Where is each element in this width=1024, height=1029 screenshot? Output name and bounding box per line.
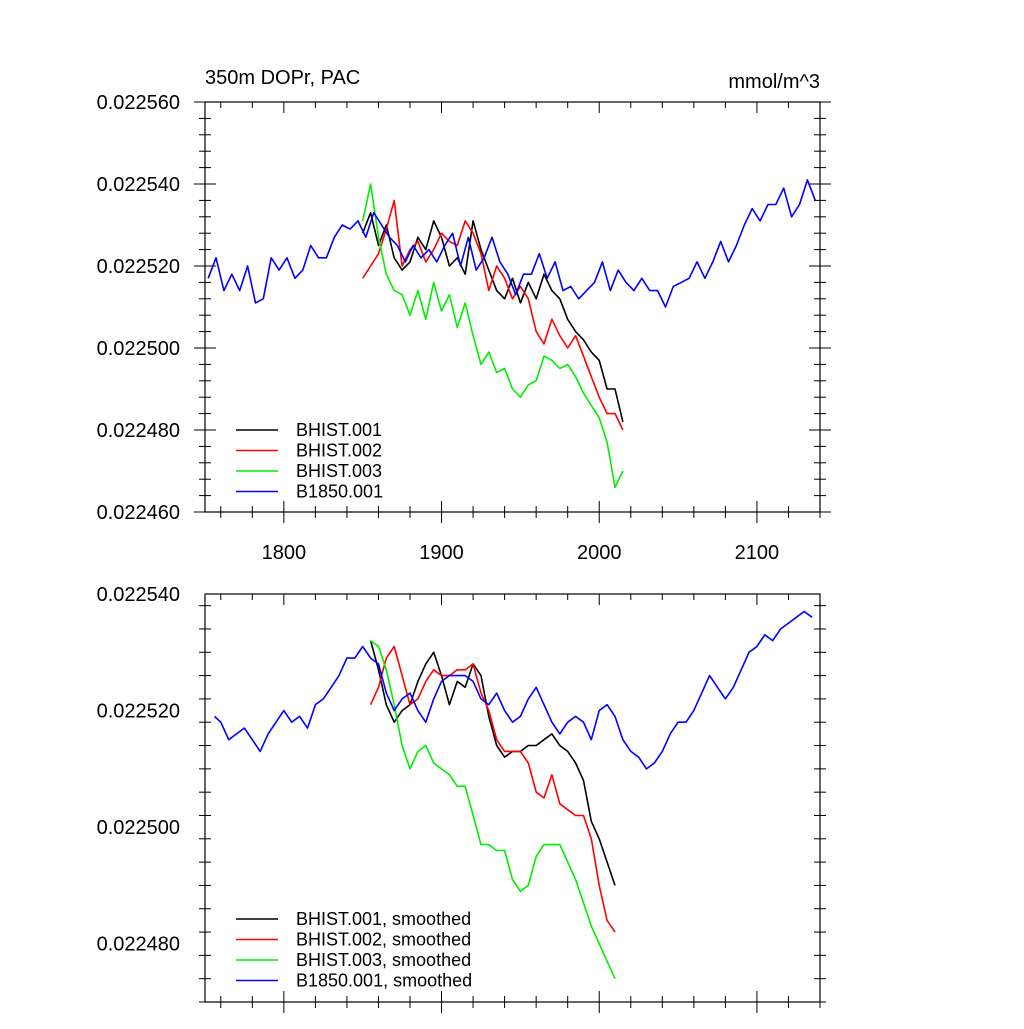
legend-label: BHIST.002	[296, 441, 382, 461]
y-tick-label: 0.022500	[97, 338, 180, 360]
legend-label: B1850.001	[296, 482, 383, 502]
y-tick-label: 0.022540	[97, 584, 180, 606]
plot-frame	[204, 101, 821, 513]
legend-label: BHIST.001	[296, 420, 382, 440]
y-tick-label: 0.022500	[97, 817, 180, 839]
legend-label: BHIST.003	[296, 461, 382, 481]
y-tick-label: 0.022540	[97, 174, 180, 196]
y-tick-label: 0.022520	[97, 256, 180, 278]
bottom-panel-marks	[213, 610, 813, 980]
top-panel: 1800 1900 2000 2100 0.022460 0.022480 0.022500…	[97, 67, 831, 564]
top-panel-axes: 1800 1900 2000 2100 0.022460 0.022480 0.022500…	[97, 92, 831, 564]
top-panel-marks	[207, 179, 817, 489]
series-line-bhist-003	[361, 183, 624, 489]
x-tick-label: 2100	[735, 542, 780, 564]
x-tick-label: 1800	[262, 542, 307, 564]
chart-title: 350m DOPr, PAC	[205, 67, 360, 89]
y-tick-label: 0.022520	[97, 701, 180, 723]
plot-frame	[204, 593, 821, 1003]
y-tick-label: 0.022480	[97, 420, 180, 442]
series-line-bhist-001	[361, 211, 624, 422]
bottom-panel: 0.022480 0.022500 0.022520 0.022540 BHIST.0…	[97, 584, 826, 1013]
series-line-bhist-003-smoothed	[370, 639, 616, 980]
y-tick-label: 0.022460	[97, 502, 180, 524]
series-line-bhist-001-smoothed	[369, 640, 616, 886]
y-tick-label: 0.022480	[97, 934, 180, 956]
x-tick-label: 2000	[577, 542, 622, 564]
legend-label: BHIST.001, smoothed	[296, 909, 471, 929]
legend-label: B1850.001, smoothed	[296, 971, 472, 991]
series-line-bhist-002	[362, 199, 624, 431]
units-label: mmol/m^3	[728, 71, 820, 93]
bottom-panel-axes: 0.022480 0.022500 0.022520 0.022540	[97, 584, 826, 1013]
series-line-b1850-001-smoothed	[213, 610, 813, 770]
legend-label: BHIST.003, smoothed	[296, 950, 471, 970]
y-tick-label: 0.022560	[97, 92, 180, 114]
series-line-b1850-001	[207, 179, 817, 308]
x-tick-label: 1900	[419, 542, 464, 564]
series-line-bhist-002-smoothed	[369, 645, 616, 933]
legend-label: BHIST.002, smoothed	[296, 930, 471, 950]
